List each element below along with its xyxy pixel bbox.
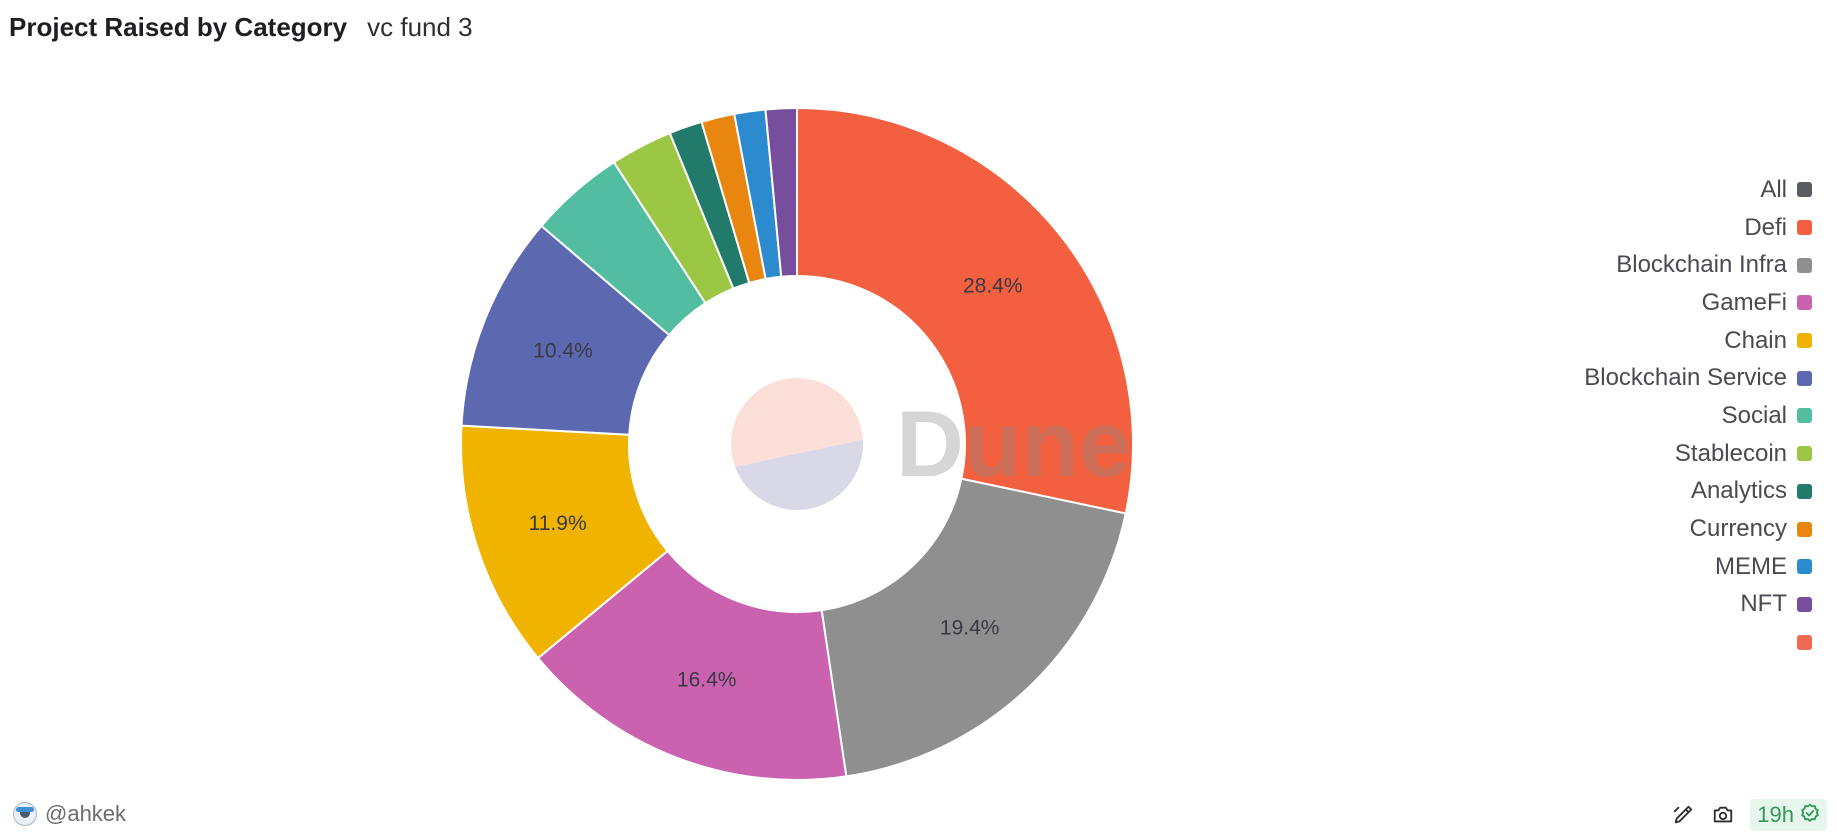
legend-item[interactable]: Analytics	[1691, 473, 1812, 511]
legend-swatch	[1797, 220, 1812, 236]
legend-swatch	[1797, 483, 1812, 499]
legend-label: All	[1760, 175, 1787, 203]
slice-nft[interactable]	[764, 106, 798, 278]
watermark-logo-top	[731, 378, 863, 470]
watermark-text: Dune	[896, 391, 1131, 496]
legend-swatch	[1797, 182, 1812, 198]
legend-swatch	[1797, 408, 1812, 424]
legend-label: Blockchain Service	[1584, 364, 1787, 392]
legend-swatch	[1797, 333, 1812, 349]
data-label-defi: 28.4%	[963, 274, 1023, 297]
chart-subtitle: vc fund 3	[367, 12, 473, 42]
footer-actions: 19h	[1670, 799, 1827, 831]
legend-item[interactable]: NFT	[1740, 586, 1812, 624]
refresh-time: 19h	[1757, 802, 1794, 827]
chart-title: Project Raised by Category	[9, 12, 348, 42]
legend-swatch	[1797, 521, 1812, 537]
refresh-status-badge[interactable]: 19h	[1750, 799, 1827, 831]
avatar	[13, 802, 37, 826]
legend-label: Defi	[1744, 213, 1787, 241]
legend-item[interactable]: Blockchain Service	[1584, 359, 1812, 397]
chart-header: Project Raised by Category vc fund 3	[9, 12, 473, 43]
legend-label: MEME	[1715, 552, 1787, 580]
legend-item[interactable]: Defi	[1744, 209, 1812, 247]
legend-label: NFT	[1740, 590, 1787, 618]
slice-defi[interactable]	[796, 106, 1134, 515]
edit-chart-icon[interactable]	[1670, 802, 1696, 828]
dune-watermark: Dune	[731, 378, 1131, 510]
slice-gamefi[interactable]	[536, 549, 848, 781]
legend-item[interactable]: Stablecoin	[1675, 435, 1812, 473]
legend-label: GameFi	[1701, 288, 1787, 316]
legend-item[interactable]: MEME	[1715, 548, 1812, 586]
camera-icon[interactable]	[1710, 802, 1736, 828]
data-label-blockchain-service: 10.4%	[533, 339, 593, 362]
legend-label: Currency	[1689, 515, 1787, 543]
legend-swatch	[1797, 446, 1812, 462]
legend-item[interactable]: All	[1760, 171, 1812, 209]
chart-legend: All Defi Blockchain Infra GameFi Chain Blockc…	[1584, 171, 1812, 661]
legend-swatch	[1797, 634, 1812, 650]
data-label-gamefi: 16.4%	[677, 668, 737, 691]
legend-item[interactable]: Blockchain Infra	[1616, 246, 1812, 284]
legend-swatch	[1797, 559, 1812, 575]
legend-label: Chain	[1724, 326, 1787, 354]
legend-swatch	[1797, 295, 1812, 311]
author-handle[interactable]: @ahkek	[45, 801, 127, 826]
legend-label: Social	[1721, 401, 1787, 429]
legend-item[interactable]: Chain	[1724, 322, 1812, 360]
legend-item[interactable]: GameFi	[1702, 284, 1812, 322]
donut-slices	[460, 106, 1134, 781]
legend-item[interactable]: Currency	[1690, 510, 1812, 548]
footer-author[interactable]: @ahkek	[13, 801, 126, 827]
data-label-blockchain-infra: 19.4%	[940, 617, 1000, 640]
legend-swatch	[1797, 596, 1812, 612]
legend-item[interactable]: Social	[1722, 397, 1812, 435]
legend-label: Stablecoin	[1674, 439, 1787, 467]
check-circle-icon	[1800, 803, 1820, 828]
legend-label: Blockchain Infra	[1616, 251, 1787, 279]
legend-swatch	[1797, 257, 1812, 273]
data-label-chain: 11.9%	[529, 512, 587, 535]
legend-label: Analytics	[1690, 477, 1787, 505]
slice-blockchain-infra[interactable]	[820, 477, 1127, 778]
slice-chain[interactable]	[460, 424, 669, 660]
data-labels: 28.4% 19.4% 16.4% 11.9% 10.4%	[529, 274, 1023, 691]
legend-item[interactable]	[1787, 623, 1812, 661]
legend-swatch	[1797, 370, 1812, 386]
